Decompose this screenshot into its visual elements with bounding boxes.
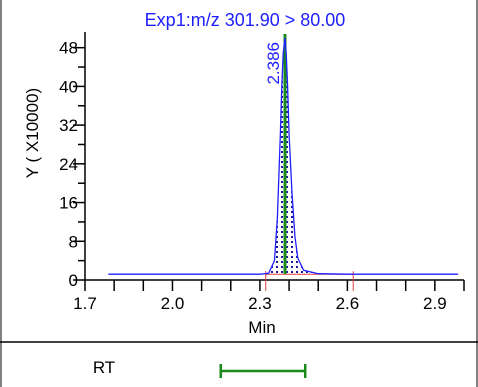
x-ticks: 1.7 2.0 2.3 2.6 2.9	[73, 280, 465, 313]
y-axis-label: Y ( X10000)	[23, 88, 42, 178]
y-tick-label: 24	[59, 155, 78, 174]
series-group	[108, 37, 459, 275]
chart-title: Exp1:m/z 301.90 > 80.00	[145, 10, 346, 30]
rt-label: RT	[93, 358, 115, 377]
x-tick-label: 2.6	[336, 294, 360, 313]
axes	[84, 32, 464, 281]
x-axis-label: Min	[248, 318, 275, 337]
x-tick-label: 2.3	[248, 294, 272, 313]
peak-group: 2.386	[264, 34, 354, 291]
x-tick-label: 1.7	[73, 294, 97, 313]
chromatogram-trace	[108, 37, 459, 275]
rt-range-bar	[219, 364, 307, 378]
retention-time-label: 2.386	[264, 42, 283, 85]
y-tick-label: 40	[59, 77, 78, 96]
y-tick-label: 0	[69, 271, 78, 290]
y-tick-label: 16	[59, 194, 78, 213]
y-tick-label: 48	[59, 39, 78, 58]
y-ticks: 0 8 16 24 32 40 48	[59, 39, 85, 290]
y-tick-label: 32	[59, 116, 78, 135]
x-tick-label: 2.9	[423, 294, 447, 313]
y-tick-label: 8	[69, 232, 78, 251]
x-tick-label: 2.0	[161, 294, 185, 313]
